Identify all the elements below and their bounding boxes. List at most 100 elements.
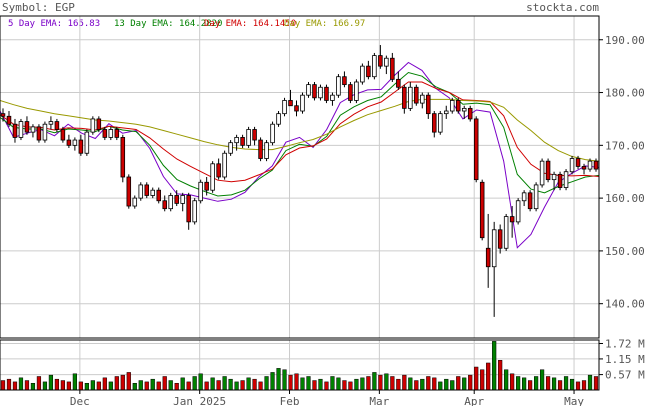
candle (342, 71, 347, 88)
legend-ema5: 5 Day EMA: 165.83 (8, 19, 100, 29)
volume-bar (198, 373, 203, 391)
candle-body (569, 158, 575, 173)
candle (78, 134, 84, 156)
candle-body (449, 100, 455, 112)
volume-bar (264, 376, 269, 391)
volume-bar (384, 373, 389, 391)
candle (557, 171, 563, 191)
volume-bar (504, 369, 509, 391)
candle (84, 129, 90, 156)
candle-body (168, 195, 173, 210)
candle-body (593, 160, 599, 170)
candle (198, 179, 203, 204)
volume-bar (462, 377, 467, 391)
candle (102, 126, 108, 141)
volume-bar (408, 377, 413, 391)
candle-body (66, 139, 72, 146)
volume-bar (486, 362, 491, 391)
candle (126, 174, 132, 209)
price-tick-label: 170.00 (605, 139, 645, 152)
price-panel-frame (0, 15, 600, 339)
candle (294, 100, 299, 117)
volume-bar (516, 376, 521, 391)
candle (156, 187, 161, 204)
candle (461, 105, 467, 119)
candle-body (545, 160, 551, 181)
candle-body (420, 94, 425, 104)
symbol-label: Symbol: EGP (2, 1, 75, 14)
volume-bar (102, 377, 107, 391)
volume-bar (426, 376, 431, 391)
candle-body (497, 229, 503, 249)
candle (54, 118, 60, 133)
candle-body (324, 86, 329, 101)
candle (306, 81, 311, 98)
date-tick-label: Dec (70, 395, 90, 406)
candle (539, 158, 545, 188)
candle-body (414, 86, 419, 104)
volume-bar (162, 376, 167, 391)
candle (18, 118, 24, 141)
volume-bar (18, 377, 24, 391)
volume-bar (36, 376, 42, 391)
candle (372, 52, 377, 80)
legend: 5 Day EMA: 165.83 13 Day EMA: 164.2820 D… (8, 19, 365, 29)
volume-tick-label: 0.57 M (605, 369, 645, 382)
candle (90, 116, 96, 135)
volume-bar (270, 372, 275, 391)
candle (132, 195, 138, 209)
price-axis: 140.00 150.00 160.00 170.00 180.00 190.00 (599, 34, 645, 311)
volume-bar (348, 381, 353, 391)
candle-body (485, 247, 491, 268)
candle (0, 108, 6, 122)
volume-bar (396, 378, 401, 391)
candle-body (24, 121, 30, 133)
candle (443, 105, 449, 119)
candle-body (246, 129, 251, 146)
candle (521, 190, 527, 207)
candle (210, 161, 215, 193)
candle (414, 84, 419, 106)
candle-body (336, 76, 341, 96)
candle-body (240, 137, 245, 146)
candle (384, 55, 389, 75)
candle (587, 158, 593, 172)
candle (42, 121, 48, 143)
volume-bar (480, 369, 485, 391)
candle-body (402, 86, 407, 109)
volume-bar (240, 380, 245, 391)
volume-bar (186, 381, 191, 391)
volume-bar (114, 376, 119, 391)
volume-bar (132, 382, 137, 391)
candle-body (276, 113, 281, 125)
volume-bar (522, 377, 527, 391)
volume-bar (90, 380, 95, 391)
candle-body (72, 139, 78, 146)
candle-body (294, 105, 299, 112)
candle (138, 182, 144, 201)
volume-bar (246, 377, 251, 391)
candle-body (515, 200, 521, 223)
candle (408, 81, 413, 112)
candle-body (258, 139, 263, 159)
date-tick-label: May (564, 395, 584, 406)
volume-bar (539, 369, 545, 391)
candle-body (0, 113, 6, 117)
volume-bar (234, 381, 239, 391)
volume-bar (156, 381, 161, 391)
volume-bar (168, 380, 173, 391)
candle-body (473, 118, 479, 181)
candle-body (120, 137, 126, 178)
candle (366, 60, 371, 80)
volume-bar (432, 377, 437, 391)
volume-bar (438, 381, 443, 391)
candle (282, 97, 287, 117)
price-tick-label: 150.00 (605, 245, 645, 258)
candle (186, 192, 191, 230)
candle-body (186, 195, 191, 223)
candle (270, 121, 275, 146)
candle (449, 97, 455, 114)
date-tick-label: Feb (280, 395, 300, 406)
candle (24, 116, 30, 135)
volume-bar (258, 381, 263, 391)
